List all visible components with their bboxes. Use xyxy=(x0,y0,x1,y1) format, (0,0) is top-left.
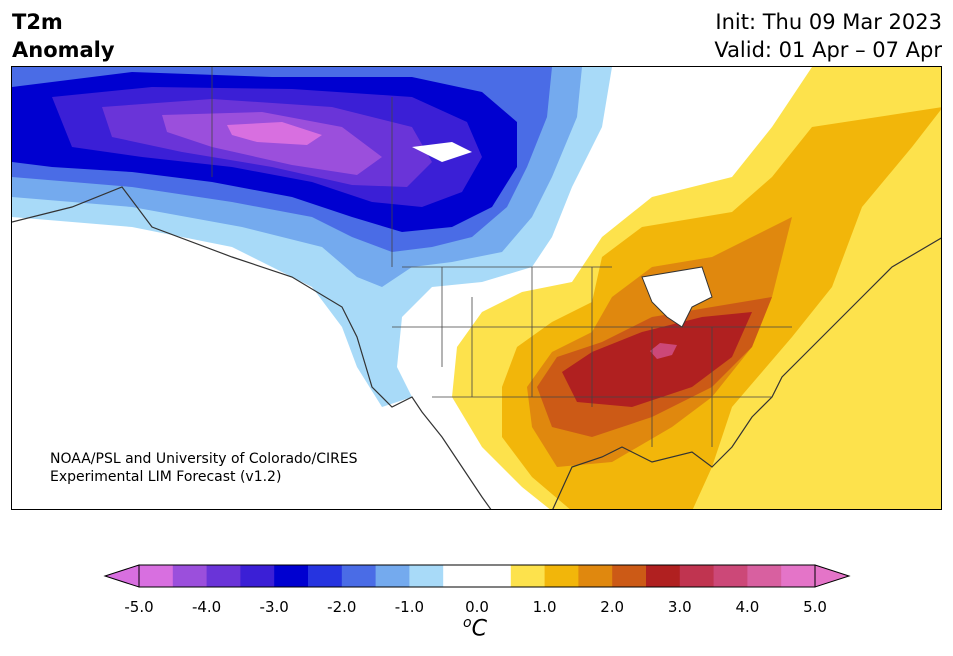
colorbar-segment xyxy=(510,565,546,587)
colorbar-max-extend xyxy=(814,564,851,588)
colorbar-segment xyxy=(443,565,478,587)
colorbar-min-extend xyxy=(103,564,140,588)
colorbar-segment xyxy=(578,565,613,587)
colorbar-segment xyxy=(781,565,816,587)
colorbar-segment xyxy=(747,565,782,587)
forecast-dates: Init: Thu 09 Mar 2023 Valid: 01 Apr – 07… xyxy=(714,8,942,64)
valid-range: Valid: 01 Apr – 07 Apr xyxy=(714,38,942,62)
unit-letter: C xyxy=(471,616,487,642)
credit-line-2: Experimental LIM Forecast (v1.2) xyxy=(50,469,282,485)
colorbar-segments xyxy=(139,565,816,587)
colorbar-segment xyxy=(172,565,208,587)
anomaly-map[interactable]: NOAA/PSL and University of Colorado/CIRE… xyxy=(11,66,942,510)
colorbar-tick-label: -3.0 xyxy=(259,598,289,616)
colorbar-tick-label: -2.0 xyxy=(327,598,357,616)
colorbar-segment xyxy=(544,565,579,587)
colorbar-segment xyxy=(308,565,343,587)
warm-band-red xyxy=(562,312,752,407)
warm-band-magenta xyxy=(650,343,677,359)
state-borders xyxy=(211,67,792,447)
colorbar-tick-label: -1.0 xyxy=(394,598,425,616)
colorbar-segment xyxy=(139,565,174,587)
colorbar-tick-label: 0.0 xyxy=(465,598,489,616)
cold-band-lilac xyxy=(162,112,382,175)
great-lakes xyxy=(641,266,713,328)
colorbar-unit: oC xyxy=(463,615,487,641)
colorbar-segment xyxy=(646,565,681,587)
credit-line-1: NOAA/PSL and University of Colorado/CIRE… xyxy=(50,451,358,467)
colorbar xyxy=(103,564,851,588)
colorbar-tick-label: 4.0 xyxy=(735,598,760,616)
colorbar-tick-label: 1.0 xyxy=(532,598,557,616)
colorbar-segment xyxy=(375,565,410,587)
colorbar-tick-label: 2.0 xyxy=(600,598,625,616)
colorbar-segment xyxy=(206,565,241,587)
lake-winnipeg xyxy=(412,142,472,162)
colorbar-segment xyxy=(274,565,309,587)
colorbar-tick-label: -5.0 xyxy=(124,598,154,616)
colorbar-segment xyxy=(240,565,275,587)
init-date: Init: Thu 09 Mar 2023 xyxy=(715,10,942,34)
colorbar-segment xyxy=(341,565,377,587)
title-line-1: T2m xyxy=(12,10,63,34)
colorbar-tick-label: 3.0 xyxy=(667,598,692,616)
coastline xyxy=(12,186,941,509)
map-title: T2m Anomaly xyxy=(12,8,115,64)
colorbar-segment xyxy=(477,565,512,587)
colorbar-tick-label: 5.0 xyxy=(803,598,827,616)
cold-band-pink xyxy=(227,122,322,145)
unit-degree: o xyxy=(463,615,472,631)
credit-text: NOAA/PSL and University of Colorado/CIRE… xyxy=(50,450,358,486)
map-svg xyxy=(12,67,941,509)
colorbar-segment xyxy=(679,565,715,587)
title-line-2: Anomaly xyxy=(12,38,115,62)
colorbar-segment xyxy=(409,565,444,587)
colorbar-segment xyxy=(713,565,748,587)
colorbar-segment xyxy=(612,565,647,587)
colorbar-tick-label: -4.0 xyxy=(191,598,222,616)
